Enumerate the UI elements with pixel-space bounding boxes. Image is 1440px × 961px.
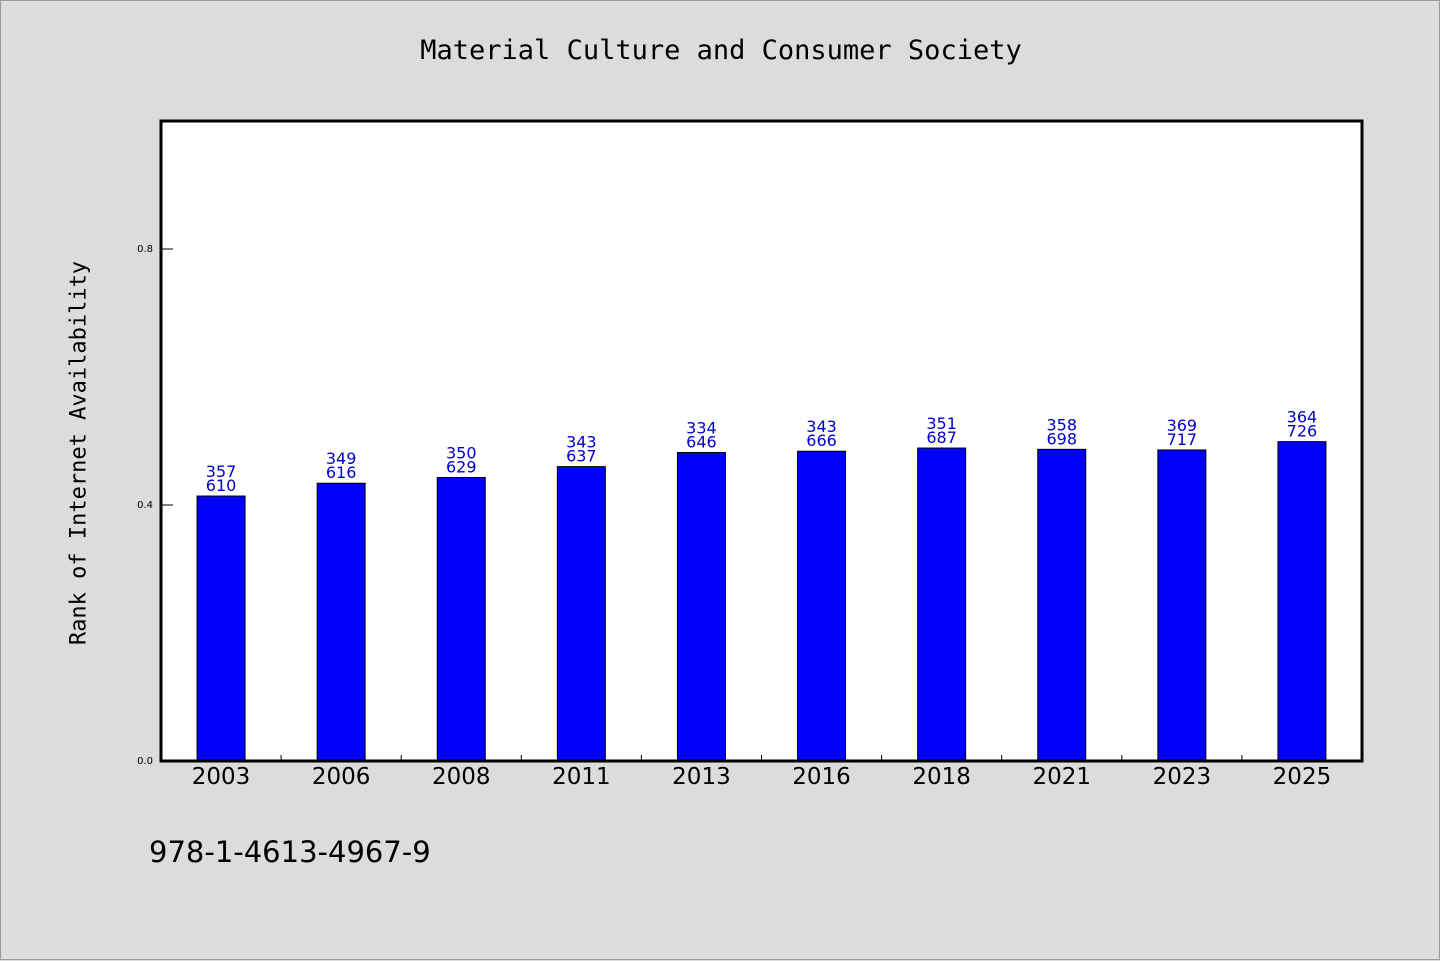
- bar-label-top: 334: [686, 419, 717, 438]
- x-tick-label: 2006: [312, 764, 371, 790]
- bar-label-bottom: 666: [806, 431, 837, 450]
- x-tick-label: 2023: [1153, 764, 1212, 790]
- x-tick-label: 2003: [192, 764, 251, 790]
- bar-label-bottom: 616: [326, 463, 357, 482]
- chart-title: Material Culture and Consumer Society: [420, 35, 1022, 66]
- bar-label-bottom: 646: [686, 433, 717, 452]
- bar-2003: [196, 495, 246, 762]
- bar-label-bottom: 637: [566, 447, 597, 466]
- bar-label-bottom: 687: [926, 428, 957, 447]
- labels-layer: 3576103496163506293436373346463436663516…: [206, 408, 1317, 495]
- x-tick-label: 2018: [912, 764, 971, 790]
- bar-2023: [1157, 449, 1207, 762]
- bar-2008: [436, 476, 486, 762]
- bar-label-top: 350: [446, 443, 477, 462]
- x-tick-label: 2016: [792, 764, 851, 790]
- x-tick-label: 2013: [672, 764, 731, 790]
- x-tick-label: 2008: [432, 764, 491, 790]
- bar-2011: [556, 466, 606, 762]
- bar-label-top: 343: [806, 417, 837, 436]
- bar-2013: [676, 452, 726, 762]
- x-tick-label: 2025: [1273, 764, 1332, 790]
- bar-2025: [1277, 441, 1327, 762]
- y-tick-label: 0.4: [137, 500, 153, 511]
- bar-label-bottom: 726: [1287, 422, 1318, 441]
- bar-label-top: 369: [1167, 416, 1198, 435]
- bar-label-top: 349: [326, 449, 357, 468]
- y-tick-label: 0.0: [137, 756, 153, 767]
- bar-label-top: 364: [1287, 408, 1318, 427]
- isbn-text: 978-1-4613-4967-9: [149, 835, 431, 869]
- bar-label-top: 343: [566, 433, 597, 452]
- bars-layer: [196, 441, 1327, 762]
- y-tick-label: 0.8: [137, 244, 153, 255]
- bar-label-bottom: 717: [1167, 430, 1198, 449]
- x-tick-label: 2011: [552, 764, 611, 790]
- bar-2018: [917, 447, 967, 762]
- bar-2016: [797, 450, 847, 762]
- plot-border: [159, 119, 1364, 763]
- bar-label-top: 358: [1046, 415, 1077, 434]
- bar-label-bottom: 629: [446, 457, 477, 476]
- bar-label-top: 357: [206, 462, 237, 481]
- axis-layer: 2003 2006 2008 2011 2013 2016 2018 2021 2023 2025…: [137, 244, 1331, 790]
- bar-label-bottom: 698: [1046, 429, 1077, 448]
- bar-2006: [316, 482, 366, 762]
- bar-label-top: 351: [926, 414, 957, 433]
- x-tick-label: 2021: [1032, 764, 1091, 790]
- bar-label-bottom: 610: [206, 476, 237, 495]
- bar-2021: [1037, 448, 1087, 762]
